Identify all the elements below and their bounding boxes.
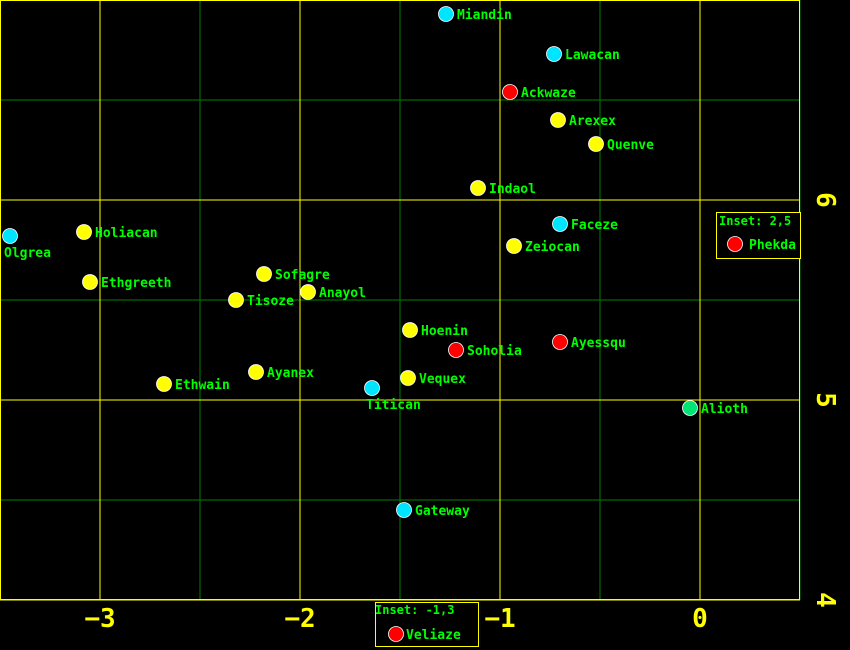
system-label: Ethwain xyxy=(175,378,230,393)
system-marker[interactable] xyxy=(552,216,568,232)
system-marker[interactable] xyxy=(228,292,244,308)
system-label: Miandin xyxy=(457,8,512,23)
system-marker[interactable] xyxy=(396,502,412,518)
system-ayanex[interactable]: Ayanex xyxy=(248,364,315,382)
system-marker[interactable] xyxy=(248,364,264,380)
system-vequex[interactable]: Vequex xyxy=(400,370,467,388)
system-marker[interactable] xyxy=(470,180,486,196)
system-marker[interactable] xyxy=(682,400,698,416)
system-faceze[interactable]: Faceze xyxy=(552,216,619,234)
system-label: Holiacan xyxy=(95,226,158,241)
system-label: Arexex xyxy=(569,114,616,129)
system-marker[interactable] xyxy=(546,46,562,62)
system-marker[interactable] xyxy=(2,228,18,244)
system-marker[interactable] xyxy=(588,136,604,152)
system-gateway[interactable]: Gateway xyxy=(396,502,470,520)
system-label: Quenve xyxy=(607,138,654,153)
system-label: Gateway xyxy=(415,504,470,519)
system-label: Ayessqu xyxy=(571,336,626,351)
system-quenve[interactable]: Quenve xyxy=(588,136,655,154)
system-label: Vequex xyxy=(419,372,466,387)
system-label: Lawacan xyxy=(565,48,620,63)
system-label: Anayol xyxy=(319,286,366,301)
star-systems: Miandin Lawacan Ackwaze Arexex Quenve Indaol F… xyxy=(2,6,748,520)
system-marker[interactable] xyxy=(506,238,522,254)
system-marker[interactable] xyxy=(727,236,743,252)
system-marker[interactable] xyxy=(76,224,92,240)
inset-frame xyxy=(716,212,801,259)
system-label: Indaol xyxy=(489,182,536,197)
system-titican[interactable]: Titican xyxy=(364,380,421,414)
map-frame xyxy=(0,0,800,600)
system-label: Phekda xyxy=(749,238,796,253)
system-label: Soholia xyxy=(467,344,522,359)
system-tisoze[interactable]: Tisoze xyxy=(228,292,295,310)
inset-box-veliaze[interactable]: Inset: -1,3 Veliaze xyxy=(375,602,479,647)
system-holiacan[interactable]: Holiacan xyxy=(76,224,158,242)
system-hoenin[interactable]: Hoenin xyxy=(402,322,468,340)
system-label: Olgrea xyxy=(4,246,51,261)
system-marker[interactable] xyxy=(438,6,454,22)
system-anayol[interactable]: Anayol xyxy=(300,284,366,302)
system-marker[interactable] xyxy=(256,266,272,282)
system-ackwaze[interactable]: Ackwaze xyxy=(502,84,576,102)
system-label: Sofagre xyxy=(275,268,330,283)
system-marker[interactable] xyxy=(82,274,98,290)
system-label: Alioth xyxy=(701,402,748,417)
system-marker[interactable] xyxy=(388,626,404,642)
system-indaol[interactable]: Indaol xyxy=(470,180,536,198)
system-marker[interactable] xyxy=(300,284,316,300)
system-sofagre[interactable]: Sofagre xyxy=(256,266,330,284)
x-tick-label: −1 xyxy=(484,604,515,634)
system-marker[interactable] xyxy=(156,376,172,392)
system-marker[interactable] xyxy=(550,112,566,128)
y-axis-ticks: 6 5 4 xyxy=(810,192,840,608)
system-miandin[interactable]: Miandin xyxy=(438,6,512,24)
system-label: Faceze xyxy=(571,218,618,233)
system-marker[interactable] xyxy=(364,380,380,396)
system-marker[interactable] xyxy=(400,370,416,386)
inset-box-phekda[interactable]: Inset: 2,5 Phekda xyxy=(716,212,801,259)
system-marker[interactable] xyxy=(402,322,418,338)
system-label: Ayanex xyxy=(267,366,314,381)
system-marker[interactable] xyxy=(552,334,568,350)
system-ethgreeth[interactable]: Ethgreeth xyxy=(82,274,172,292)
y-tick-label: 5 xyxy=(810,392,840,408)
system-lawacan[interactable]: Lawacan xyxy=(546,46,620,64)
system-alioth[interactable]: Alioth xyxy=(682,400,748,418)
x-tick-label: 0 xyxy=(692,604,708,634)
system-arexex[interactable]: Arexex xyxy=(550,112,617,130)
system-label: Ackwaze xyxy=(521,86,576,101)
x-tick-label: −2 xyxy=(284,604,315,634)
system-label: Hoenin xyxy=(421,324,468,339)
system-marker[interactable] xyxy=(502,84,518,100)
y-tick-label: 6 xyxy=(810,192,840,208)
system-soholia[interactable]: Soholia xyxy=(448,342,522,360)
system-marker[interactable] xyxy=(448,342,464,358)
x-tick-label: −3 xyxy=(84,604,115,634)
system-ayessqu[interactable]: Ayessqu xyxy=(552,334,626,352)
system-ethwain[interactable]: Ethwain xyxy=(156,376,230,394)
system-zeiocan[interactable]: Zeiocan xyxy=(506,238,580,256)
system-olgrea[interactable]: Olgrea xyxy=(2,228,52,262)
inset-title: Inset: -1,3 xyxy=(375,603,454,617)
system-label: Ethgreeth xyxy=(101,276,171,291)
system-label: Tisoze xyxy=(247,294,294,309)
inset-title: Inset: 2,5 xyxy=(719,214,791,228)
system-label: Zeiocan xyxy=(525,240,580,255)
x-axis-ticks: −3 −2 −1 0 xyxy=(84,604,707,634)
y-tick-label: 4 xyxy=(810,592,840,608)
system-label: Veliaze xyxy=(406,628,461,643)
system-label: Titican xyxy=(366,398,421,413)
